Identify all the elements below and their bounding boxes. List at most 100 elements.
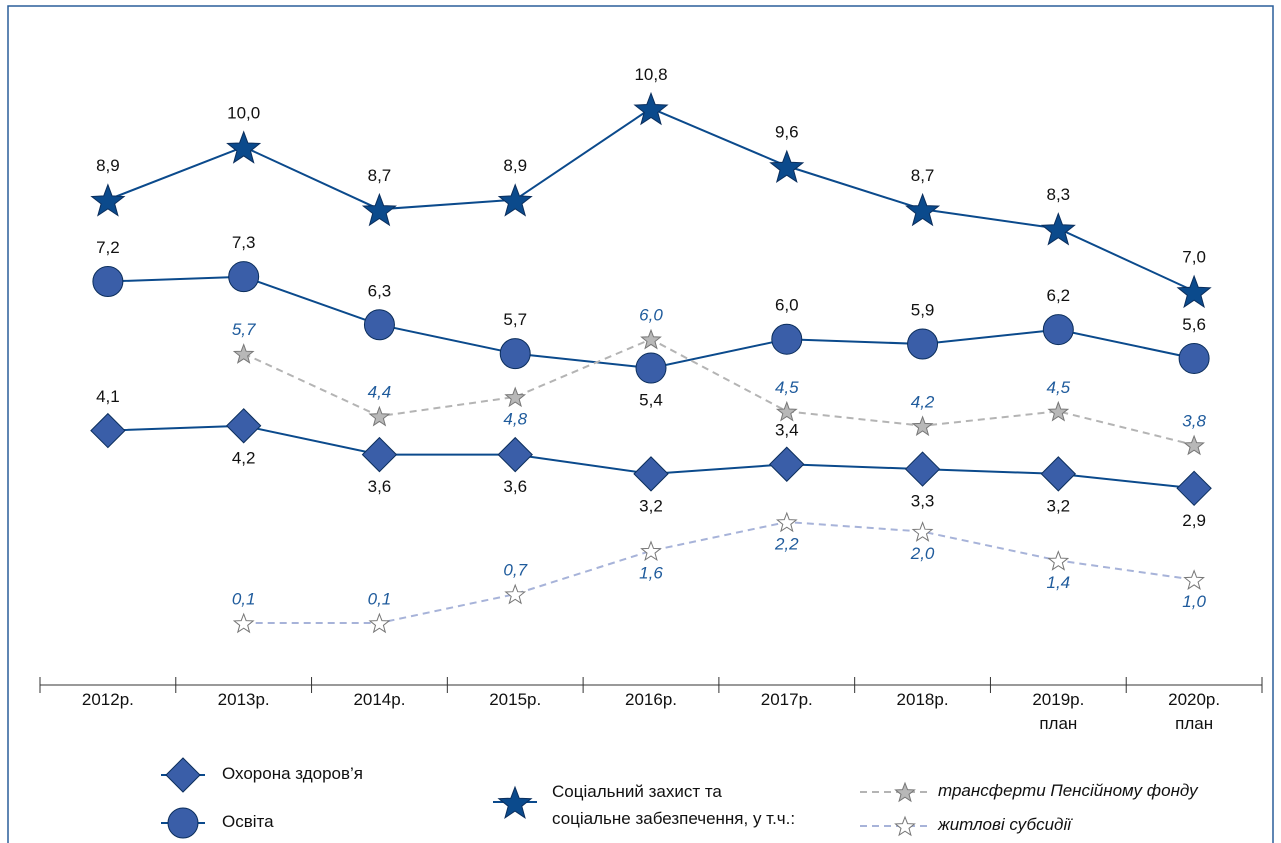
marker	[775, 511, 798, 533]
marker	[633, 91, 669, 126]
series-line	[243, 338, 1195, 446]
x-tick-label: 2019р. план	[1032, 690, 1085, 733]
x-tick-label: 2013р.	[217, 690, 270, 709]
data-label: 7,2	[96, 238, 120, 257]
marker	[228, 261, 260, 293]
frame	[7, 5, 1274, 843]
marker	[1183, 569, 1205, 590]
marker	[92, 265, 124, 297]
data-label: 9,6	[775, 123, 799, 142]
marker	[1178, 342, 1210, 374]
data-label: 6,3	[368, 281, 392, 300]
marker	[504, 386, 527, 408]
data-label: 3,2	[1047, 496, 1071, 515]
x-tick-label: 2015р.	[489, 690, 542, 709]
marker	[769, 446, 805, 482]
x-tick-label: 2018р.	[896, 690, 949, 709]
marker	[226, 130, 262, 164]
marker	[232, 612, 255, 634]
data-label: 1,0	[1182, 592, 1206, 611]
data-label: 3,8	[1182, 412, 1206, 431]
data-label: 3,2	[639, 496, 663, 515]
legend-label: житлові субсидії	[938, 815, 1072, 834]
data-label: 5,7	[503, 310, 527, 329]
legend-label: Освіта	[222, 812, 274, 831]
marker	[1042, 314, 1074, 346]
data-label: 7,3	[232, 233, 256, 252]
marker	[771, 323, 803, 355]
marker	[90, 412, 126, 449]
data-label: 4,8	[503, 409, 527, 428]
data-label: 6,0	[775, 296, 799, 315]
data-label: 3,6	[368, 477, 392, 496]
data-label: 3,3	[911, 492, 935, 511]
marker	[368, 405, 391, 427]
marker	[769, 149, 805, 183]
legend-marker	[167, 807, 199, 839]
marker	[361, 192, 397, 227]
data-label: 2,2	[774, 534, 799, 553]
data-label: 1,4	[1047, 573, 1071, 592]
marker	[633, 456, 669, 492]
marker	[1040, 212, 1076, 246]
marker	[1047, 400, 1070, 422]
x-tick-label: 2020р. план	[1168, 690, 1221, 733]
x-tick-label: 2012р.	[81, 690, 134, 709]
series-line	[243, 520, 1195, 624]
data-label: 8,9	[96, 156, 120, 175]
marker	[911, 415, 934, 437]
marker	[225, 408, 262, 444]
marker	[907, 328, 939, 360]
legend-marker	[894, 815, 916, 837]
marker	[775, 400, 798, 422]
marker	[361, 436, 398, 473]
data-label: 10,8	[634, 65, 667, 84]
marker	[911, 521, 934, 542]
marker	[1176, 470, 1212, 507]
x-tick-label: 2014р.	[353, 690, 406, 709]
marker	[363, 309, 395, 341]
data-label: 8,7	[368, 166, 392, 185]
data-label: 5,9	[911, 300, 935, 319]
data-label: 0,1	[368, 589, 392, 608]
data-label: 4,1	[96, 387, 120, 406]
marker	[905, 192, 941, 227]
marker	[1047, 550, 1070, 571]
data-label: 0,7	[503, 561, 527, 580]
data-label: 7,0	[1182, 248, 1206, 267]
legend-label: трансферти Пенсійному фонду	[938, 781, 1198, 800]
data-label: 0,1	[232, 589, 256, 608]
data-label: 2,0	[910, 544, 935, 563]
data-label: 10,0	[227, 103, 260, 122]
marker	[497, 183, 533, 217]
x-tick-label: 2016р.	[625, 690, 677, 709]
legend-marker	[165, 757, 201, 793]
data-label: 3,6	[503, 477, 527, 496]
series-line	[107, 107, 1195, 293]
data-label: 8,3	[1047, 185, 1071, 204]
marker	[1176, 274, 1212, 309]
data-label: 6,0	[639, 306, 663, 325]
data-label: 5,7	[232, 320, 256, 339]
data-label: 4,2	[232, 448, 256, 467]
legend-marker	[894, 781, 916, 803]
data-label: 8,7	[911, 166, 935, 185]
marker	[504, 583, 527, 605]
marker	[640, 328, 662, 350]
data-label: 4,2	[911, 392, 935, 411]
marker	[904, 451, 941, 487]
data-label: 1,6	[639, 563, 663, 582]
legend-label: Охорона здоров’я	[222, 764, 363, 783]
data-label: 5,4	[639, 391, 663, 410]
data-label: 8,9	[503, 156, 527, 175]
marker	[1183, 434, 1205, 456]
data-label: 3,4	[775, 421, 799, 440]
legend-label: Соціальний захист та соціальне забезпече…	[552, 782, 796, 828]
marker	[368, 612, 391, 634]
marker	[1040, 456, 1077, 492]
legend-marker	[497, 785, 533, 819]
marker	[232, 343, 255, 364]
data-label: 2,9	[1182, 511, 1206, 530]
